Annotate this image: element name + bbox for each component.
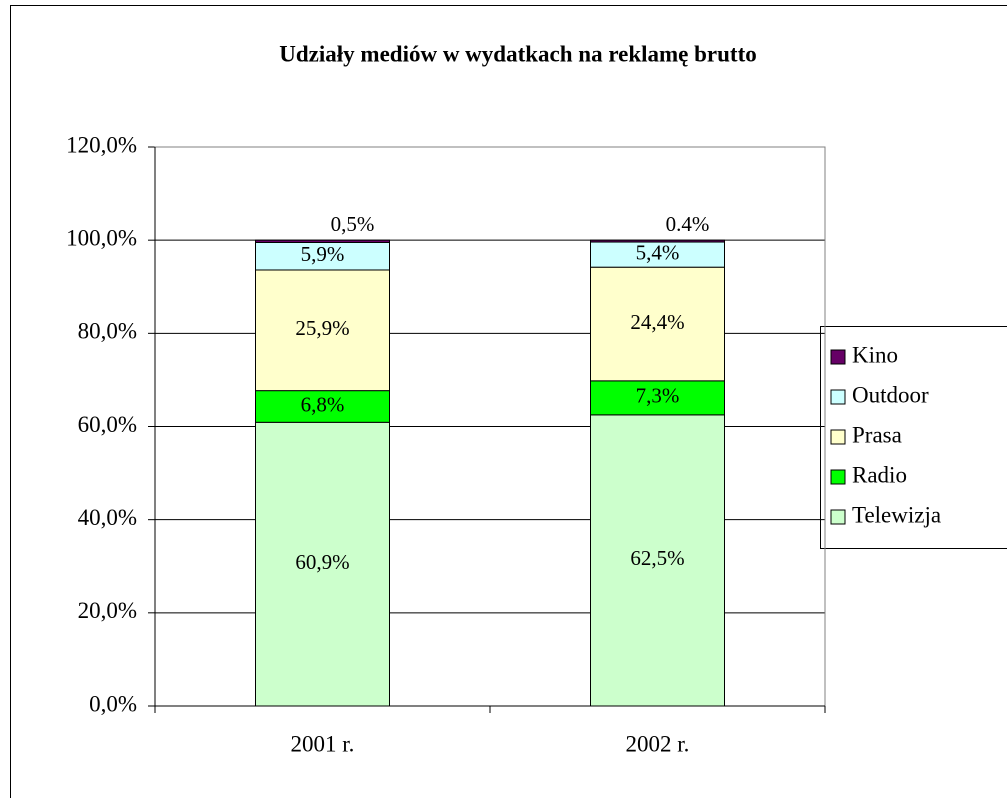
- bar-segment: [590, 241, 725, 268]
- value-label: 5,4%: [636, 240, 680, 264]
- value-label: 6,8%: [301, 392, 345, 416]
- value-label: 0.4%: [666, 212, 710, 236]
- bar-segment: [590, 266, 725, 382]
- bar-segment: [590, 380, 725, 416]
- legend-swatch: [830, 509, 846, 525]
- legend-label: Prasa: [852, 422, 902, 447]
- value-label: 5,9%: [301, 242, 345, 266]
- y-tick-label: 0,0%: [89, 691, 137, 716]
- chart-title: Udziały mediów w wydatkach na reklamę br…: [279, 41, 756, 66]
- y-tick-label: 40,0%: [78, 505, 137, 530]
- value-label: 24,4%: [630, 310, 684, 334]
- bar-segment: [590, 414, 725, 707]
- legend-swatch: [830, 389, 846, 405]
- x-tick-label: 2002 r.: [626, 731, 690, 756]
- legend-label: Telewizja: [852, 502, 941, 527]
- x-tick-label: 2001 r.: [291, 731, 355, 756]
- value-label: 25,9%: [295, 316, 349, 340]
- legend-label: Radio: [852, 462, 907, 487]
- bar-segment: [255, 269, 390, 392]
- legend-label: Kino: [852, 342, 898, 367]
- y-tick-label: 100,0%: [66, 225, 137, 250]
- y-tick-label: 120,0%: [66, 132, 137, 157]
- value-label: 0,5%: [331, 212, 375, 236]
- legend-box: [820, 326, 1007, 549]
- y-tick-label: 60,0%: [78, 412, 137, 437]
- legend-swatch: [830, 469, 846, 485]
- bar-segment: [255, 239, 390, 243]
- bar-segment: [255, 390, 390, 423]
- bar-segment: [255, 421, 390, 707]
- legend-label: Outdoor: [852, 382, 929, 407]
- y-tick-label: 80,0%: [78, 319, 137, 344]
- value-label: 7,3%: [636, 384, 680, 408]
- y-tick-label: 20,0%: [78, 598, 137, 623]
- value-label: 60,9%: [295, 550, 349, 574]
- legend-swatch: [830, 349, 846, 365]
- value-label: 62,5%: [630, 546, 684, 570]
- bar-segment: [590, 239, 725, 243]
- legend-swatch: [830, 429, 846, 445]
